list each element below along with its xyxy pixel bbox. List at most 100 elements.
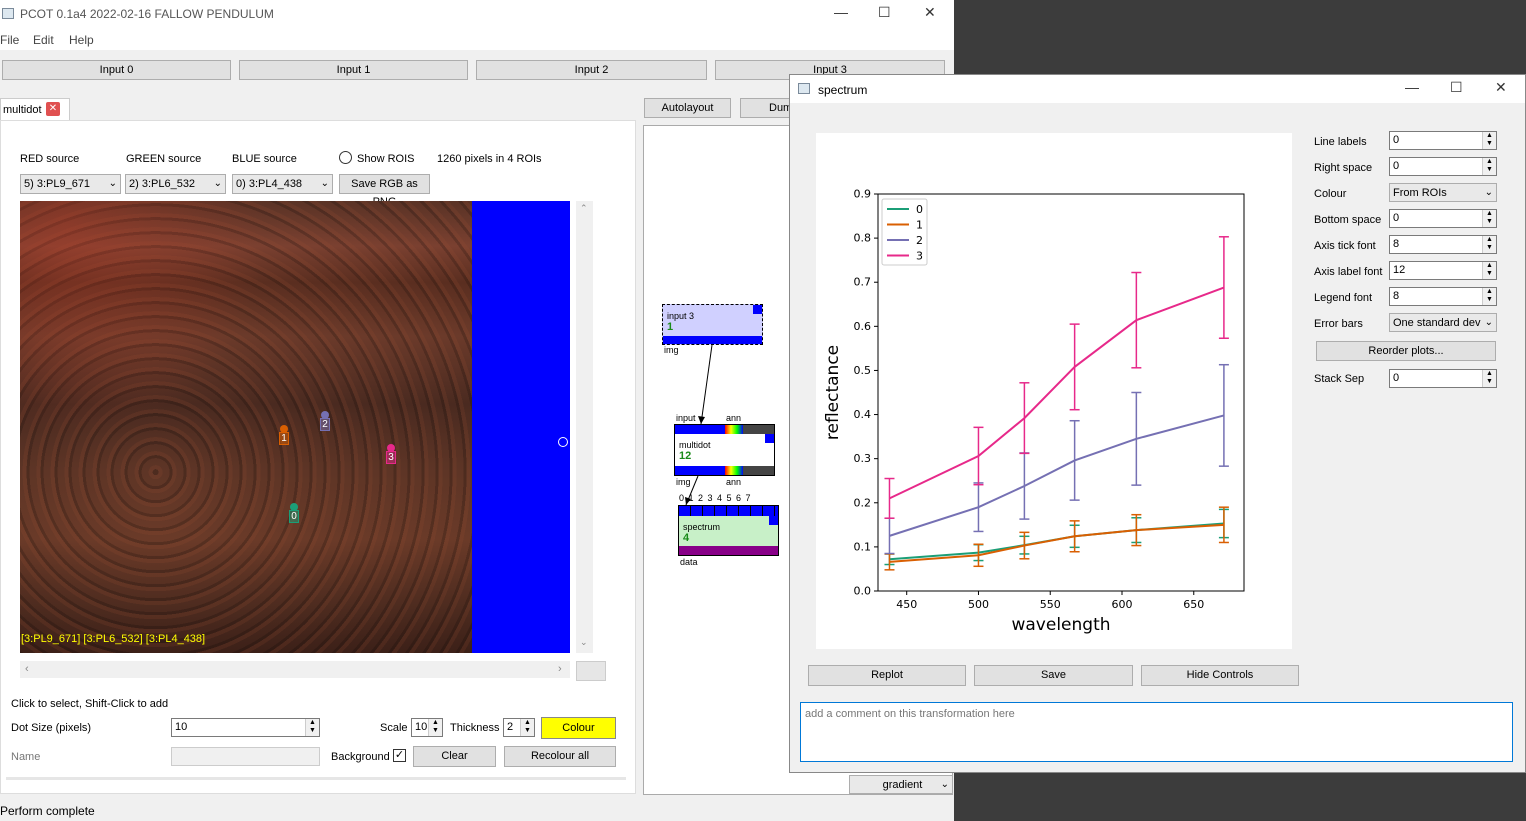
green-source-select[interactable]: 2) 3:PL6_532 ⌄ <box>125 174 226 194</box>
input-2-button[interactable]: Input 2 <box>476 60 707 80</box>
spin-arrows-icon[interactable]: ▲ ▼ <box>1482 370 1496 387</box>
scroll-left-icon[interactable]: ‹ <box>25 663 29 675</box>
show-rois-radio[interactable] <box>339 151 352 164</box>
hide-controls-button[interactable]: Hide Controls <box>1141 665 1299 686</box>
control-spinbox-4[interactable]: 8 ▲ ▼ <box>1389 235 1497 254</box>
terrain-shadow <box>20 201 472 653</box>
app-icon <box>2 8 14 19</box>
control-spinbox-6[interactable]: 8 ▲ ▼ <box>1389 287 1497 306</box>
menu-file[interactable]: File <box>0 33 20 47</box>
name-input[interactable] <box>171 747 320 766</box>
maximize-icon[interactable]: ☐ <box>878 4 891 20</box>
tab-close-icon[interactable]: ✕ <box>46 102 60 116</box>
image-canvas[interactable]: 0 1 2 3 [3:PL9_671] [3:PL6_532] [3:PL4_4… <box>20 201 472 653</box>
menu-edit[interactable]: Edit <box>33 33 54 47</box>
graph-node-multidot[interactable]: multidot 12 <box>674 424 775 476</box>
scale-label: Scale <box>380 722 408 734</box>
dot-size-spinbox[interactable]: 10 ▲ ▼ <box>171 718 320 737</box>
close-icon[interactable]: ✕ <box>924 4 936 20</box>
data-point <box>1074 366 1076 368</box>
reorder-plots-button[interactable]: Reorder plots... <box>1316 341 1496 361</box>
node-out-bar <box>675 466 725 475</box>
control-spinbox-0[interactable]: 0 ▲ ▼ <box>1389 131 1497 150</box>
spin-arrows-icon[interactable]: ▲ ▼ <box>1482 262 1496 279</box>
dump-button[interactable]: Dum <box>740 98 792 118</box>
recolour-all-button[interactable]: Recolour all <box>504 746 616 767</box>
data-point <box>888 561 890 563</box>
comment-input[interactable]: add a comment on this transformation her… <box>800 702 1513 762</box>
roi-marker-1[interactable]: 1 <box>279 425 289 445</box>
gradient-select[interactable]: gradient ⌄ <box>849 775 953 794</box>
roi-marker-0[interactable]: 0 <box>289 503 299 523</box>
graph-node-input3[interactable]: input 3 1 <box>662 304 763 345</box>
spin-arrows-icon[interactable]: ▲ ▼ <box>1482 288 1496 305</box>
spin-arrows-icon[interactable]: ▲ ▼ <box>428 719 442 736</box>
node-title: input 3 <box>667 311 695 321</box>
scale-spinbox[interactable]: 10 ▲ ▼ <box>411 718 443 737</box>
thickness-spinbox[interactable]: 2 ▲ ▼ <box>503 718 535 737</box>
maximize-icon[interactable]: ☐ <box>1450 79 1463 95</box>
spin-arrows-icon[interactable]: ▲ ▼ <box>1482 132 1496 149</box>
legend-box <box>881 198 928 266</box>
save-button[interactable]: Save <box>974 665 1133 686</box>
spin-arrows-icon[interactable]: ▲ ▼ <box>520 719 534 736</box>
dot-size-label: Dot Size (pixels) <box>11 722 92 734</box>
roi-dot <box>290 503 298 511</box>
data-point <box>1223 524 1225 526</box>
control-spinbox-1[interactable]: 0 ▲ ▼ <box>1389 157 1497 176</box>
control-select-2[interactable]: From ROIs ⌄ <box>1389 183 1497 202</box>
spin-arrows-icon[interactable]: ▲ ▼ <box>1482 236 1496 253</box>
minimize-icon[interactable]: — <box>1405 79 1419 95</box>
node-in-bar-dark <box>743 425 774 434</box>
autolayout-button[interactable]: Autolayout <box>644 98 731 118</box>
clear-button[interactable]: Clear <box>413 746 496 767</box>
close-icon[interactable]: ✕ <box>1495 79 1507 95</box>
blue-source-select[interactable]: 0) 3:PL4_438 ⌄ <box>232 174 333 194</box>
minimize-icon[interactable]: — <box>834 4 848 20</box>
control-select-7[interactable]: One standard dev ⌄ <box>1389 313 1497 332</box>
chevron-down-icon: ⌄ <box>1484 317 1493 328</box>
spin-arrows-icon[interactable]: ▲ ▼ <box>1482 158 1496 175</box>
scroll-right-icon[interactable]: › <box>558 663 562 675</box>
node-out-bar-rainbow <box>725 466 743 475</box>
control-value: From ROIs <box>1393 187 1447 199</box>
menu-help[interactable]: Help <box>69 33 94 47</box>
image-caption: [3:PL9_671] [3:PL6_532] [3:PL4_438] <box>21 633 206 645</box>
horizontal-scrollbar[interactable]: ‹ › <box>20 661 570 678</box>
node-corner <box>765 434 774 443</box>
red-source-select[interactable]: 5) 3:PL9_671 ⌄ <box>20 174 121 194</box>
graph-node-spectrum[interactable]: spectrum 4 <box>678 505 779 556</box>
colour-button[interactable]: Colour <box>541 717 616 739</box>
spin-arrows-icon[interactable]: ▲ ▼ <box>305 719 319 736</box>
node-in-bar-rainbow <box>725 425 743 434</box>
roi-marker-3[interactable]: 3 <box>386 444 396 464</box>
spectrum-chart[interactable]: 0.0 0.1 0.2 0.3 0.4 0.5 0.6 0.7 0.8 0.9 450 500 550 6… <box>816 133 1292 649</box>
terrain-texture <box>20 201 472 653</box>
x-tick-label: 500 <box>968 598 989 611</box>
control-label: Axis tick font <box>1314 240 1376 252</box>
stack-sep-spinbox[interactable]: 0 ▲ ▼ <box>1389 369 1497 388</box>
chevron-down-icon: ⌄ <box>940 779 949 790</box>
control-spinbox-5[interactable]: 12 ▲ ▼ <box>1389 261 1497 280</box>
menu-bar: File Edit Help <box>0 28 954 50</box>
background-checkbox[interactable]: ✓ <box>393 749 406 762</box>
series-line-3 <box>889 286 1225 500</box>
input-1-button[interactable]: Input 1 <box>239 60 468 80</box>
scroll-down-icon[interactable]: ⌄ <box>580 637 588 647</box>
tab-multidot-label: multidot <box>3 104 42 116</box>
control-spinbox-3[interactable]: 0 ▲ ▼ <box>1389 209 1497 228</box>
stack-sep-value: 0 <box>1393 372 1400 384</box>
replot-button[interactable]: Replot <box>808 665 966 686</box>
save-rgb-button[interactable]: Save RGB as PNG <box>339 174 430 208</box>
vertical-scrollbar[interactable]: ⌃ ⌄ <box>576 201 593 653</box>
input-0-button[interactable]: Input 0 <box>2 60 231 80</box>
blue-source-label: BLUE source <box>232 153 297 165</box>
pixels-info: 1260 pixels in 4 ROIs <box>437 153 542 165</box>
tab-multidot[interactable]: multidot ✕ <box>0 98 70 120</box>
y-tick-label: 0.4 <box>854 408 872 421</box>
roi-marker-2[interactable]: 2 <box>320 411 330 431</box>
port-label: ann <box>726 477 742 487</box>
spin-arrows-icon[interactable]: ▲ ▼ <box>1482 210 1496 227</box>
chevron-down-icon: ⌄ <box>320 178 329 189</box>
scroll-up-icon[interactable]: ⌃ <box>580 203 588 213</box>
